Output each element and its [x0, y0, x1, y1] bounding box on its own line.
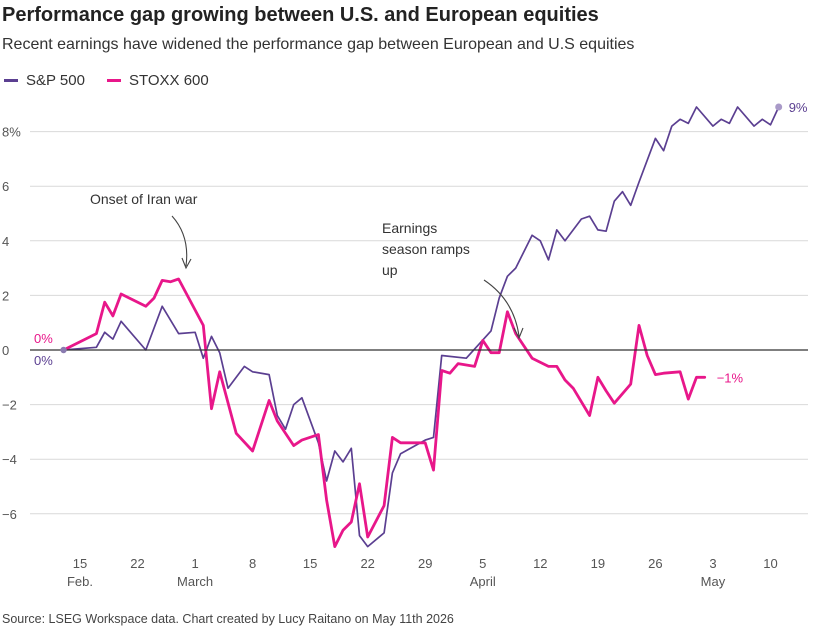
start-point	[60, 346, 67, 354]
annotation-arrowhead-earnings	[513, 327, 524, 340]
legend-label-sp500: S&P 500	[26, 72, 85, 89]
y-tick-label: 8%	[2, 125, 21, 140]
x-tick-label: 1	[191, 556, 198, 571]
y-tick-label: −4	[2, 452, 17, 467]
x-tick-label: 22	[130, 556, 144, 571]
series-line-sp500	[62, 106, 780, 548]
legend-swatch-stoxx600	[106, 79, 121, 82]
x-tick-label: 12	[533, 556, 547, 571]
x-month-label: April	[470, 574, 496, 589]
annotation-arrow-iran-war	[171, 215, 188, 267]
chart-legend: S&P 500 STOXX 600	[4, 72, 209, 89]
annotation-arrowhead-iran-war	[181, 257, 192, 270]
annotation-arrow-earnings	[483, 279, 520, 337]
x-tick-labels: 15 Feb. 22 1 March 8 15 22 29 5 April 12 19 26 3 May 10	[67, 556, 778, 589]
series-line-stoxx600	[62, 277, 707, 548]
x-tick-label: 10	[763, 556, 777, 571]
gridlines	[30, 131, 808, 515]
x-tick-label: 3	[709, 556, 716, 571]
y-tick-label: 4	[2, 234, 9, 249]
start-label-stoxx600: 0%	[34, 331, 53, 346]
x-tick-label: 15	[303, 556, 317, 571]
y-tick-label: 6	[2, 179, 9, 194]
series-lines	[62, 106, 780, 548]
chart-subtitle: Recent earnings have widened the perform…	[2, 36, 635, 53]
y-tick-label: 2	[2, 288, 9, 303]
end-label-stoxx600: −1%	[717, 370, 744, 385]
x-tick-label: 26	[648, 556, 662, 571]
x-tick-label: 8	[249, 556, 256, 571]
annotation-earnings-line: season ramps	[382, 241, 470, 257]
x-tick-label: 19	[591, 556, 605, 571]
legend-swatch-sp500	[4, 79, 18, 82]
legend-label-stoxx600: STOXX 600	[128, 72, 209, 89]
x-month-label: May	[701, 574, 726, 589]
annotation-iran-war: Onset of Iran war	[90, 191, 198, 207]
x-month-label: March	[177, 574, 213, 589]
chart-title: Performance gap growing between U.S. and…	[2, 4, 599, 26]
annotation-earnings-line: Earnings	[382, 220, 437, 236]
x-month-label: Feb.	[67, 574, 93, 589]
y-tick-labels: 8% 6 4 2 0 −2 −4 −6	[2, 125, 21, 522]
end-point-sp500	[775, 103, 783, 111]
x-tick-label: 5	[479, 556, 486, 571]
legend-item-stoxx600: STOXX 600	[106, 72, 209, 89]
annotations: Onset of Iran war Earnings season ramps up	[90, 191, 524, 340]
x-tick-label: 22	[360, 556, 374, 571]
start-label-sp500: 0%	[34, 353, 53, 368]
end-label-sp500: 9%	[789, 100, 808, 115]
x-tick-label: 29	[418, 556, 432, 571]
x-tick-label: 15	[73, 556, 87, 571]
y-tick-label: −2	[2, 398, 17, 413]
source-note: Source: LSEG Workspace data. Chart creat…	[2, 612, 454, 626]
annotation-earnings-line: up	[382, 262, 398, 278]
y-tick-label: 0	[2, 343, 9, 358]
legend-item-sp500: S&P 500	[4, 72, 85, 89]
y-tick-label: −6	[2, 507, 17, 522]
